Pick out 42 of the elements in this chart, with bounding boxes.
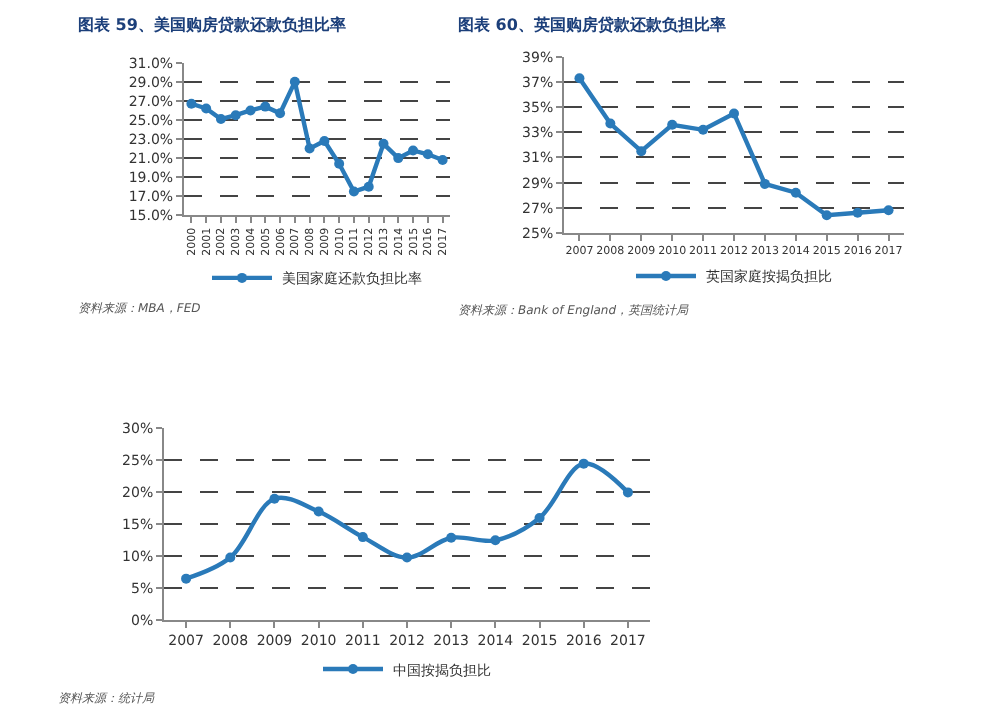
point (319, 135, 330, 146)
point (437, 155, 448, 166)
point (402, 552, 412, 563)
point (363, 181, 374, 192)
point (490, 535, 501, 546)
point (790, 187, 801, 198)
point (821, 210, 832, 221)
point (181, 573, 192, 584)
point (201, 103, 212, 114)
point (393, 153, 404, 164)
point (304, 143, 315, 154)
chart-title: 图表 60、英国购房贷款还款负担比率 (458, 14, 726, 34)
point (636, 146, 647, 157)
point (883, 205, 894, 216)
chart-title: 图表 59、美国购房贷款还款负担比率 (78, 14, 346, 34)
point (852, 207, 863, 218)
point (275, 108, 286, 119)
point (334, 158, 345, 169)
point (574, 73, 585, 84)
point (622, 487, 633, 498)
point (408, 145, 419, 156)
point (698, 124, 709, 135)
point (422, 149, 433, 160)
point (230, 110, 241, 121)
point (215, 114, 226, 125)
point (289, 76, 300, 87)
point (578, 458, 589, 469)
point (357, 532, 368, 543)
point (245, 105, 256, 116)
point (759, 178, 770, 189)
point (260, 101, 271, 112)
point (729, 108, 739, 119)
point (225, 552, 236, 563)
point (348, 186, 359, 197)
point (269, 493, 280, 504)
point (186, 98, 197, 109)
point (667, 119, 678, 130)
point (446, 532, 457, 543)
point (378, 138, 389, 149)
point (534, 512, 545, 523)
point (605, 118, 616, 129)
point (313, 506, 324, 517)
